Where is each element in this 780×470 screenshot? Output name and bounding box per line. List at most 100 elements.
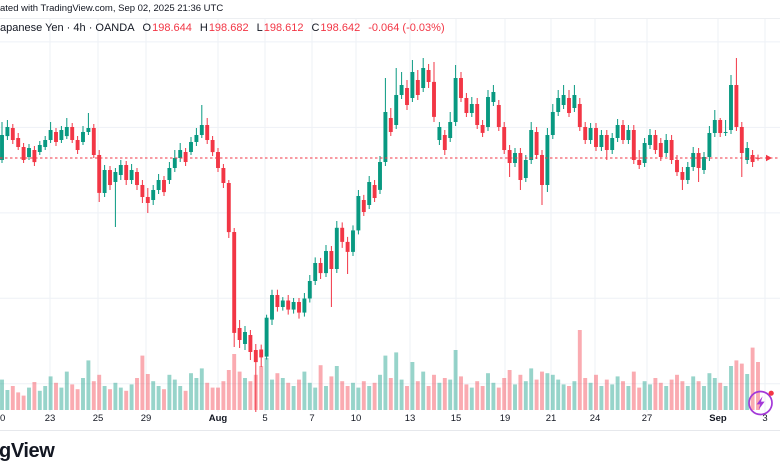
- candle-body: [81, 132, 85, 142]
- volume-bar: [604, 379, 609, 410]
- candle-body: [448, 122, 453, 138]
- candle-body: [723, 132, 728, 133]
- candle-body: [129, 170, 134, 180]
- flash-button[interactable]: [746, 388, 776, 418]
- volume-bar: [162, 389, 166, 410]
- candle-body: [205, 125, 210, 140]
- candle-body: [135, 172, 139, 185]
- candle-body: [367, 182, 372, 205]
- candle-body: [523, 160, 528, 178]
- candle-body: [313, 263, 318, 281]
- volume-bar: [32, 382, 37, 410]
- candle-body: [604, 135, 609, 150]
- volume-bar: [545, 373, 550, 410]
- volume-bar: [421, 371, 426, 410]
- candle-body: [621, 125, 625, 140]
- volume-bar: [259, 366, 264, 410]
- candle-body: [70, 127, 75, 140]
- candle-body: [739, 127, 744, 153]
- candle-body: [702, 157, 706, 170]
- candle-body: [102, 170, 107, 193]
- candle-body: [232, 232, 237, 333]
- volume-bar: [372, 382, 377, 410]
- volume-bar: [199, 368, 204, 410]
- volume-bar: [194, 378, 199, 410]
- volume-bar: [221, 381, 226, 410]
- volume-bar: [118, 387, 123, 410]
- volume-bar: [718, 382, 723, 410]
- candle-body: [442, 135, 447, 150]
- time-axis-label: 0: [0, 413, 6, 424]
- candle-body: [124, 165, 129, 180]
- volume-bar: [307, 382, 312, 410]
- volume-bar: [550, 374, 555, 410]
- bottom-separator: [0, 430, 780, 431]
- volume-bar: [248, 381, 253, 410]
- volume-bar: [453, 350, 458, 410]
- candle-body: [594, 128, 598, 147]
- volume-bar: [189, 373, 193, 410]
- volume-bar: [567, 386, 571, 410]
- volume-bar: [502, 378, 507, 410]
- candle-body: [588, 128, 593, 140]
- volume-bar: [621, 381, 625, 410]
- candle-body: [118, 165, 123, 175]
- volume-bar: [615, 376, 620, 410]
- volume-bar: [734, 360, 739, 410]
- candle-body: [486, 97, 490, 127]
- candle-body: [91, 128, 96, 155]
- volume-bar: [664, 386, 669, 410]
- candle-body: [5, 127, 10, 137]
- volume-bar: [610, 384, 615, 410]
- candle-body: [599, 135, 604, 147]
- volume-bar: [437, 382, 442, 410]
- candle-body: [459, 78, 463, 98]
- candle-body: [556, 98, 561, 112]
- volume-bar: [81, 378, 85, 410]
- candle-body: [669, 140, 674, 160]
- volume-bar: [135, 378, 139, 410]
- candle-body: [637, 160, 642, 165]
- volume-bar: [291, 386, 296, 410]
- candle-body: [86, 128, 91, 132]
- volume-bar: [345, 386, 350, 410]
- candle-body: [572, 95, 577, 108]
- candle-body: [518, 153, 523, 180]
- candle-body: [437, 127, 442, 140]
- time-axis-label: 19: [499, 413, 511, 424]
- candle-body: [43, 140, 48, 147]
- volume-bar: [86, 360, 91, 410]
- candle-body: [248, 335, 253, 352]
- candle-body: [59, 130, 64, 140]
- volume-bar: [5, 390, 10, 410]
- volume-bar: [286, 382, 291, 410]
- volume-bar: [70, 384, 75, 410]
- candle-body: [642, 143, 647, 163]
- candle-body: [626, 130, 631, 140]
- time-axis-label: Sep: [709, 413, 727, 424]
- candle-body: [496, 105, 501, 127]
- volume-bar: [351, 382, 355, 410]
- volume-bar: [415, 381, 420, 410]
- candle-body: [340, 227, 345, 242]
- candle-body: [21, 147, 26, 160]
- candle-body: [475, 104, 480, 125]
- candle-body: [264, 317, 269, 357]
- time-axis-label: 5: [262, 413, 268, 424]
- candle-body: [145, 197, 150, 203]
- candle-body: [297, 302, 301, 313]
- candle-body: [550, 112, 555, 135]
- change-value: -0.064 (-0.03%): [368, 22, 445, 34]
- volume-bar: [556, 379, 561, 410]
- volume-bar: [745, 374, 750, 410]
- candle-body: [351, 230, 355, 252]
- candle-body: [0, 135, 4, 160]
- volume-bar: [297, 379, 301, 410]
- volume-bar: [172, 379, 177, 410]
- candle-body: [329, 251, 334, 269]
- volume-bar: [513, 384, 517, 410]
- time-axis-label: 25: [92, 413, 104, 424]
- volume-bar: [383, 355, 388, 410]
- volume-bar: [275, 373, 280, 410]
